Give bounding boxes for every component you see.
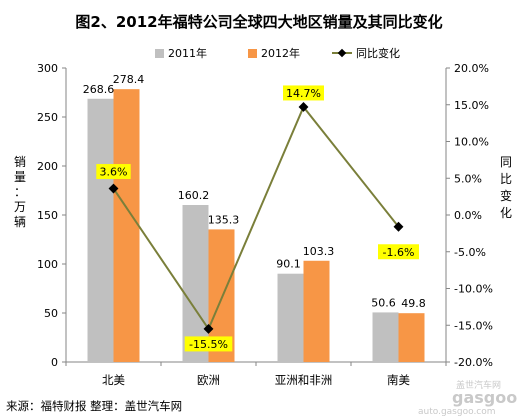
legend-label-yoy: 同比变化	[356, 46, 400, 60]
y-right-tick-label: 15.0%	[454, 99, 489, 112]
ylabel-right-char: 比	[500, 172, 512, 186]
bar-2012	[113, 89, 140, 362]
y-axis-left: 0 50 100 150 200 250 300	[37, 62, 66, 369]
bar-2012	[303, 260, 330, 362]
yoy-marker	[203, 323, 214, 334]
bar-2011	[87, 98, 114, 362]
watermark-logo-text: gasgoo	[452, 388, 517, 407]
y-left-tick-label: 150	[37, 209, 58, 222]
bar-2011	[277, 273, 304, 362]
legend-label-2012: 2012年	[261, 46, 300, 60]
ylabel-left-char: 销	[14, 155, 26, 169]
y-left-tick-label: 100	[37, 258, 58, 271]
ylabel-right-char: 变	[500, 188, 512, 203]
ylabel-right-char: 化	[500, 206, 512, 220]
bar-2012	[398, 313, 425, 362]
y-right-tick-label: 0.0%	[454, 209, 482, 222]
chart-title: 图2、2012年福特公司全球四大地区销量及其同比变化	[75, 13, 442, 31]
y-left-tick-label: 300	[37, 62, 58, 75]
x-tick-label: 欧洲	[197, 373, 220, 387]
x-tick-label: 南美	[387, 373, 410, 387]
ylabel-right-char: 同	[500, 155, 512, 169]
y-right-tick-label: -15.0%	[454, 319, 493, 332]
bar-2011-label: 160.2	[178, 189, 210, 202]
x-tick-label: 亚洲和非洲	[275, 373, 333, 387]
gasgoo-watermark: 盖世汽车网 gasgoo auto.gasgoo.com	[418, 379, 517, 417]
yoy-label: 3.6%	[100, 166, 128, 179]
bar-2012-label: 278.4	[113, 73, 145, 86]
yoy-marker	[393, 221, 404, 232]
ylabel-left-char: 辆	[14, 215, 26, 229]
y-left-tick-label: 200	[37, 160, 58, 173]
ylabel-left-char: 万	[14, 200, 26, 214]
yoy-label-bg	[96, 164, 131, 180]
bar-2012-label: 135.3	[208, 213, 240, 226]
yoy-line	[112, 105, 400, 332]
bar-2011	[372, 312, 399, 362]
bar-2011-label: 90.1	[276, 258, 301, 271]
yoy-line-series: 3.6% -15.5% 14.7% -1.6%	[96, 85, 419, 352]
legend-swatch-2012	[248, 49, 257, 58]
y-right-tick-label: -5.0%	[454, 246, 486, 259]
legend-swatch-2011	[155, 49, 164, 58]
yoy-label-bg	[378, 244, 419, 260]
yoy-label-bg	[283, 85, 324, 101]
bar-2012-label: 49.8	[401, 297, 426, 310]
watermark-url: auto.gasgoo.com	[418, 407, 496, 417]
y-left-tick-label: 250	[37, 111, 58, 124]
legend: 2011年 2012年 同比变化	[155, 46, 400, 60]
legend-marker-yoy	[337, 48, 347, 58]
y-axis-right-title: 同 比 变 化	[500, 155, 512, 220]
bar-2012-label: 103.3	[303, 245, 335, 258]
y-right-tick-label: 20.0%	[454, 62, 489, 75]
yoy-marker	[108, 183, 119, 194]
watermark-small-text: 盖世汽车网	[456, 379, 501, 391]
x-axis-labels: 北美 欧洲 亚洲和非洲 南美	[65, 362, 447, 387]
yoy-label: 14.7%	[286, 87, 321, 100]
ylabel-left-char: 量	[14, 170, 26, 184]
y-right-tick-label: -20.0%	[454, 356, 493, 369]
y-left-tick-label: 50	[44, 307, 58, 320]
yoy-label: -15.5%	[189, 338, 228, 351]
ylabel-left-char: ：	[14, 185, 26, 199]
x-tick-label: 北美	[102, 373, 125, 387]
y-axis-right: -20.0% -15.0% -10.0% -5.0% 0.0% 5.0% 10.0% 15.0…	[446, 62, 493, 369]
bar-2011	[182, 205, 209, 362]
yoy-label-bg	[184, 336, 233, 352]
y-left-tick-label: 0	[51, 356, 58, 369]
y-right-tick-label: -10.0%	[454, 283, 493, 296]
bars	[87, 89, 425, 362]
source-note: 来源：福特财报 整理：盖世汽车网	[6, 399, 182, 413]
bar-2011-label: 268.6	[83, 83, 115, 96]
legend-label-2011: 2011年	[168, 46, 207, 60]
y-axis-left-title: 销 量 ： 万 辆	[14, 155, 26, 229]
bar-2011-label: 50.6	[371, 296, 396, 309]
yoy-label: -1.6%	[383, 246, 415, 259]
y-right-tick-label: 10.0%	[454, 136, 489, 149]
y-right-tick-label: 5.0%	[454, 172, 482, 185]
